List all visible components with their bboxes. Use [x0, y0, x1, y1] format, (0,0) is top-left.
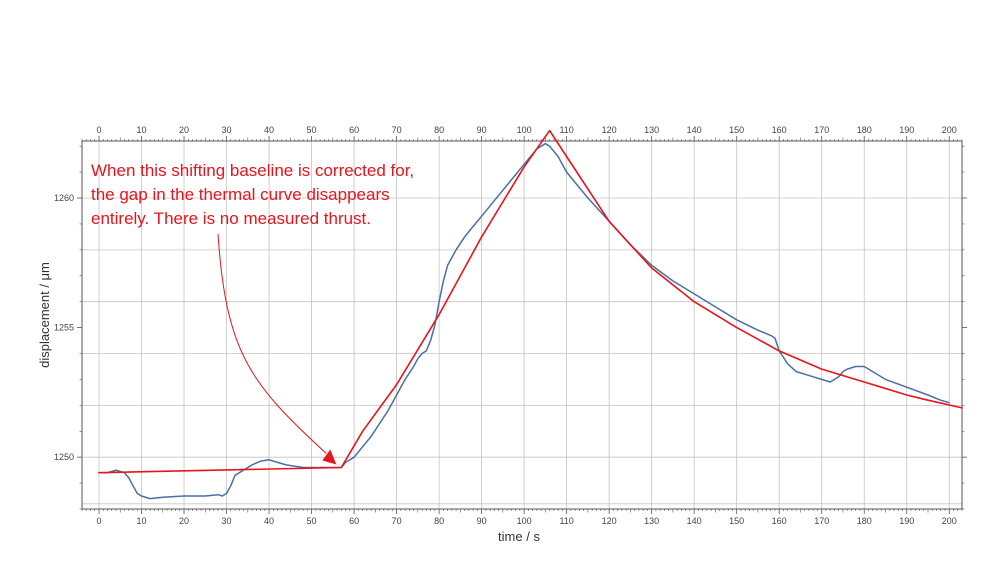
x-tick-label-bottom: 10 — [137, 516, 147, 526]
x-tick-label-top: 100 — [517, 125, 532, 135]
x-tick-label-top: 20 — [179, 125, 189, 135]
annotation: When this shifting baseline is corrected… — [91, 161, 414, 465]
x-tick-label-top: 170 — [814, 125, 829, 135]
x-tick-label-top: 90 — [477, 125, 487, 135]
x-tick-label-top: 60 — [349, 125, 359, 135]
x-tick-label-bottom: 100 — [517, 516, 532, 526]
x-tick-label-bottom: 50 — [307, 516, 317, 526]
x-tick-label-bottom: 40 — [264, 516, 274, 526]
x-tick-label-bottom: 160 — [772, 516, 787, 526]
x-tick-label-bottom: 140 — [687, 516, 702, 526]
x-tick-label-top: 40 — [264, 125, 274, 135]
x-tick-label-top: 140 — [687, 125, 702, 135]
x-tick-label-bottom: 60 — [349, 516, 359, 526]
annotation-arrowhead — [322, 449, 337, 465]
x-tick-label-bottom: 110 — [559, 516, 573, 526]
x-tick-label-top: 150 — [729, 125, 744, 135]
x-tick-label-top: 120 — [602, 125, 617, 135]
x-tick-label-bottom: 120 — [602, 516, 617, 526]
annotation-text-line: entirely. There is no measured thrust. — [91, 209, 371, 228]
measured-series-line — [98, 142, 950, 500]
x-tick-label-top: 160 — [772, 125, 787, 135]
x-axis-label: time / s — [498, 529, 540, 544]
y-axis-label: displacement / μm — [37, 262, 52, 368]
x-tick-label-bottom: 30 — [222, 516, 232, 526]
x-tick-label-bottom: 70 — [392, 516, 402, 526]
x-tick-label-bottom: 20 — [179, 516, 189, 526]
x-tick-label-top: 200 — [942, 125, 957, 135]
x-tick-label-bottom: 0 — [96, 516, 101, 526]
y-tick-label: 1250 — [54, 452, 74, 462]
x-tick-label-top: 130 — [644, 125, 659, 135]
x-tick-label-top: 70 — [392, 125, 402, 135]
x-tick-label-top: 180 — [857, 125, 872, 135]
x-tick-label-bottom: 200 — [942, 516, 957, 526]
x-tick-label-bottom: 180 — [857, 516, 872, 526]
x-tick-label-bottom: 170 — [814, 516, 829, 526]
x-tick-label-top: 190 — [899, 125, 914, 135]
x-tick-label-bottom: 150 — [729, 516, 744, 526]
x-tick-label-bottom: 80 — [434, 516, 444, 526]
x-tick-label-top: 10 — [137, 125, 147, 135]
x-tick-label-top: 30 — [222, 125, 232, 135]
grid — [82, 141, 962, 509]
y-tick-label: 1260 — [54, 193, 74, 203]
axis-ticks: 0 0 10 10 20 20 30 30 40 40 50 50 60 60 70 70 80 80 90 90 10… — [54, 125, 967, 526]
data-series — [98, 129, 963, 500]
x-tick-label-bottom: 90 — [477, 516, 487, 526]
annotation-arrow-line — [217, 233, 327, 454]
x-tick-label-top: 80 — [434, 125, 444, 135]
annotation-text-line: the gap in the thermal curve disappears — [91, 185, 390, 204]
annotation-text-line: When this shifting baseline is corrected… — [91, 161, 414, 180]
x-tick-label-top: 110 — [559, 125, 573, 135]
fit-series-line — [98, 129, 963, 474]
y-tick-label: 1255 — [54, 323, 74, 333]
x-tick-label-bottom: 190 — [899, 516, 914, 526]
x-tick-label-top: 50 — [307, 125, 317, 135]
x-tick-label-top: 0 — [96, 125, 101, 135]
plot-frame — [81, 140, 963, 510]
x-tick-label-bottom: 130 — [644, 516, 659, 526]
